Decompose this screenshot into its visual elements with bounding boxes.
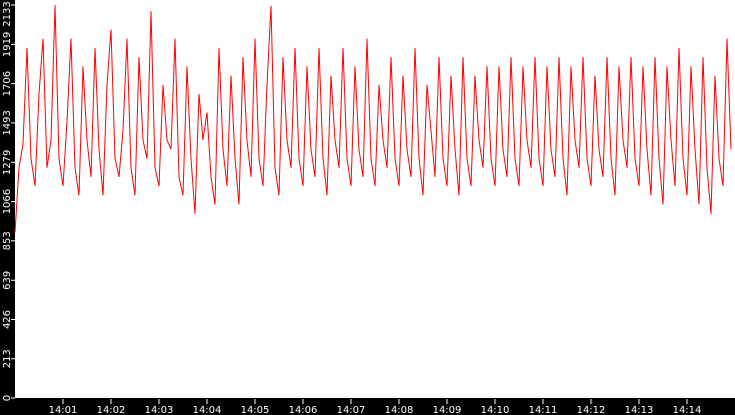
y-axis: 0 213 426 639 853 1066 1279 1493 1706 1919 2133 [2, 1, 15, 401]
x-tick-label: 14:09 [433, 405, 462, 415]
x-tick-label: 14:04 [193, 405, 222, 415]
y-tick-label: 1706 [2, 71, 13, 96]
y-tick-label: 639 [2, 271, 13, 290]
y-tick-label: 2133 [2, 1, 13, 26]
x-tick-label: 14:05 [241, 405, 270, 415]
x-tick-label: 14:02 [97, 405, 126, 415]
x-tick-label: 14:01 [49, 405, 78, 415]
y-tick-label: 853 [2, 231, 13, 250]
y-tick-label: 213 [2, 349, 13, 368]
y-tick-label: 1279 [2, 150, 13, 175]
x-tick-label: 14:06 [289, 405, 318, 415]
x-tick-label: 14:14 [673, 405, 702, 415]
y-tick-label: 426 [2, 310, 13, 329]
series [14, 4, 732, 233]
y-tick-label: 1493 [2, 110, 13, 135]
x-tick-label: 14:12 [577, 405, 606, 415]
y-tick-label: 1066 [2, 189, 13, 214]
x-tick-label: 14:03 [145, 405, 174, 415]
y-tick-label: 0 [2, 395, 13, 401]
series-line [14, 4, 732, 233]
plot-area [15, 0, 735, 398]
x-tick-label: 14:11 [529, 405, 558, 415]
x-tick-label: 14:10 [481, 405, 510, 415]
x-tick-label: 14:08 [385, 405, 414, 415]
x-axis: 14:01 14:02 14:03 14:04 14:05 14:06 14:07 14:08… [49, 399, 702, 415]
y-tick-label: 1919 [2, 32, 13, 57]
x-tick-label: 14:13 [625, 405, 654, 415]
x-tick-label: 14:07 [337, 405, 366, 415]
